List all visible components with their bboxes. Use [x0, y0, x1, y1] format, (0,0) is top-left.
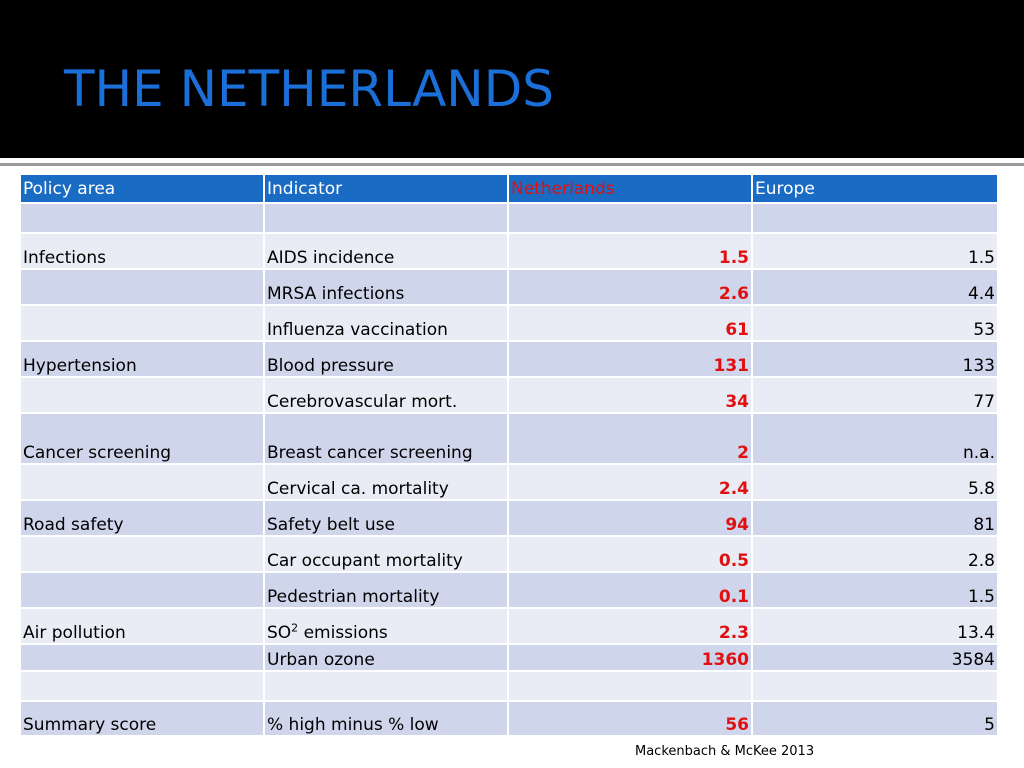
header-indicator: Indicator	[263, 173, 509, 204]
cell-netherlands: 131	[507, 340, 753, 378]
cell-netherlands: 2.3	[507, 607, 753, 645]
cell-europe: 4.4	[751, 268, 999, 306]
cell-europe: 81	[751, 499, 999, 537]
cell-netherlands: 2.6	[507, 268, 753, 306]
indicator-so2-superscript: 2	[291, 621, 299, 635]
table-row: Urban ozone 1360 3584	[19, 643, 999, 672]
cell-netherlands	[507, 202, 753, 234]
table-row: Cerebrovascular mort. 34 77	[19, 376, 999, 414]
cell-europe: 1.5	[751, 232, 999, 270]
cell-indicator: Breast cancer screening	[263, 412, 509, 465]
title-divider-shadow	[0, 163, 1024, 166]
cell-policy: Infections	[19, 232, 265, 270]
cell-europe: 3584	[751, 643, 999, 672]
cell-policy	[19, 376, 265, 414]
cell-netherlands: 1.5	[507, 232, 753, 270]
source-citation: Mackenbach & McKee 2013	[635, 744, 815, 759]
cell-indicator: Car occupant mortality	[263, 535, 509, 573]
cell-indicator: Influenza vaccination	[263, 304, 509, 342]
cell-policy	[19, 304, 265, 342]
cell-policy: Air pollution	[19, 607, 265, 645]
cell-europe: 1.5	[751, 571, 999, 609]
table-row: Cancer screening Breast cancer screening…	[19, 412, 999, 465]
cell-indicator: Cerebrovascular mort.	[263, 376, 509, 414]
cell-netherlands: 34	[507, 376, 753, 414]
table-row: Infections AIDS incidence 1.5 1.5	[19, 232, 999, 270]
cell-netherlands: 1360	[507, 643, 753, 672]
cell-policy	[19, 571, 265, 609]
cell-indicator: AIDS incidence	[263, 232, 509, 270]
cell-europe: 5.8	[751, 463, 999, 501]
table-row: Hypertension Blood pressure 131 133	[19, 340, 999, 378]
cell-indicator: MRSA infections	[263, 268, 509, 306]
cell-policy	[19, 268, 265, 306]
cell-europe: 5	[751, 700, 999, 737]
header-europe: Europe	[751, 173, 999, 204]
cell-netherlands: 0.5	[507, 535, 753, 573]
cell-policy: Cancer screening	[19, 412, 265, 465]
cell-indicator: % high minus % low	[263, 700, 509, 737]
table-row	[19, 670, 999, 702]
title-bar: THE NETHERLANDS	[0, 0, 1024, 158]
table-row	[19, 202, 999, 234]
cell-policy	[19, 670, 265, 702]
table-row: Influenza vaccination 61 53	[19, 304, 999, 342]
cell-indicator: SO2 emissions	[263, 607, 509, 645]
cell-netherlands: 0.1	[507, 571, 753, 609]
table-row: Air pollution SO2 emissions 2.3 13.4	[19, 607, 999, 645]
cell-indicator: Blood pressure	[263, 340, 509, 378]
indicator-so2-base: SO	[267, 623, 292, 643]
cell-indicator	[263, 202, 509, 234]
cell-europe: 77	[751, 376, 999, 414]
table-header-row: Policy area Indicator Netherlands Europe	[19, 173, 999, 204]
cell-indicator: Safety belt use	[263, 499, 509, 537]
cell-indicator: Urban ozone	[263, 643, 509, 672]
cell-policy	[19, 202, 265, 234]
indicator-so2-rest: emissions	[298, 623, 388, 643]
table-row: MRSA infections 2.6 4.4	[19, 268, 999, 306]
cell-netherlands	[507, 670, 753, 702]
cell-europe: 133	[751, 340, 999, 378]
table-row: Summary score % high minus % low 56 5	[19, 700, 999, 737]
cell-policy: Summary score	[19, 700, 265, 737]
table-row: Cervical ca. mortality 2.4 5.8	[19, 463, 999, 501]
cell-europe: n.a.	[751, 412, 999, 465]
cell-policy	[19, 535, 265, 573]
cell-netherlands: 94	[507, 499, 753, 537]
cell-indicator	[263, 670, 509, 702]
cell-policy: Road safety	[19, 499, 265, 537]
cell-indicator: Cervical ca. mortality	[263, 463, 509, 501]
cell-netherlands: 2.4	[507, 463, 753, 501]
title-divider	[0, 158, 1024, 163]
cell-europe: 13.4	[751, 607, 999, 645]
header-policy-area: Policy area	[19, 173, 265, 204]
cell-netherlands: 2	[507, 412, 753, 465]
table-row: Road safety Safety belt use 94 81	[19, 499, 999, 537]
cell-policy	[19, 643, 265, 672]
table-row: Car occupant mortality 0.5 2.8	[19, 535, 999, 573]
cell-europe: 53	[751, 304, 999, 342]
cell-netherlands: 61	[507, 304, 753, 342]
cell-europe	[751, 670, 999, 702]
indicator-table: Policy area Indicator Netherlands Europe…	[19, 173, 999, 737]
cell-policy: Hypertension	[19, 340, 265, 378]
cell-policy	[19, 463, 265, 501]
cell-netherlands: 56	[507, 700, 753, 737]
slide-title: THE NETHERLANDS	[64, 60, 554, 118]
indicator-table-container: Policy area Indicator Netherlands Europe…	[19, 173, 999, 737]
cell-indicator: Pedestrian mortality	[263, 571, 509, 609]
cell-europe: 2.8	[751, 535, 999, 573]
header-netherlands: Netherlands	[507, 173, 753, 204]
table-row: Pedestrian mortality 0.1 1.5	[19, 571, 999, 609]
cell-europe	[751, 202, 999, 234]
